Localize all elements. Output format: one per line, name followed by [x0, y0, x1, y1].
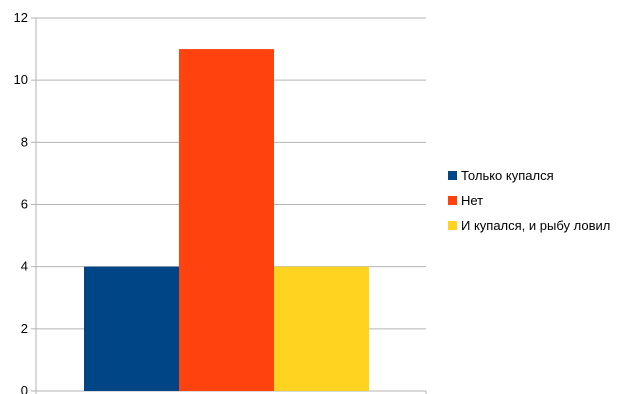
y-tick-label: 10 — [14, 72, 28, 87]
bar-1 — [84, 266, 179, 391]
bar-2 — [179, 49, 274, 391]
y-tick-label: 0 — [21, 383, 28, 394]
y-tick-label: 6 — [21, 197, 28, 212]
legend-item-3: И купался, и рыбу ловил — [448, 213, 610, 238]
y-tick-label: 8 — [21, 134, 28, 149]
legend-label-2: Нет — [461, 193, 484, 208]
legend: Только купался Нет И купался, и рыбу лов… — [448, 163, 610, 238]
legend-swatch-1 — [448, 171, 457, 180]
bar-3 — [274, 266, 369, 391]
legend-item-2: Нет — [448, 188, 610, 213]
legend-label-3: И купался, и рыбу ловил — [461, 218, 611, 233]
legend-swatch-3 — [448, 221, 457, 230]
y-tick-label: 2 — [21, 321, 28, 336]
legend-label-1: Только купался — [461, 168, 554, 183]
y-axis-ticks: 0 2 4 6 8 10 12 — [14, 10, 36, 394]
y-tick-label: 4 — [21, 259, 28, 274]
legend-item-1: Только купался — [448, 163, 610, 188]
y-tick-label: 12 — [14, 10, 28, 25]
legend-swatch-2 — [448, 196, 457, 205]
bars — [84, 49, 369, 391]
